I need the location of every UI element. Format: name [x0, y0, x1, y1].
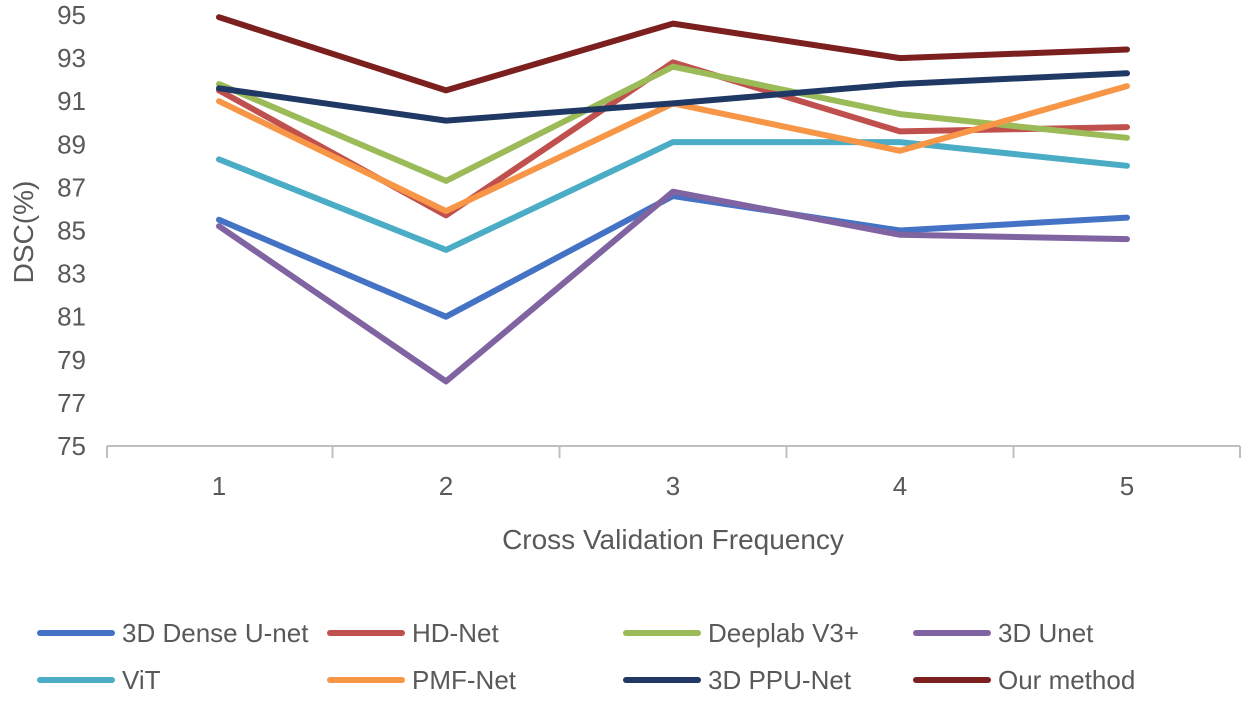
series-line-3d-unet [216, 188, 1130, 385]
legend-item: Our method [913, 665, 1135, 695]
legend-label: Deeplab V3+ [708, 618, 859, 648]
x-tick-label: 1 [212, 471, 226, 501]
series-line-3d-dense-u-net [216, 193, 1130, 320]
y-tick-label: 95 [57, 0, 86, 30]
y-tick-label: 81 [57, 302, 86, 332]
legend-label: 3D Unet [998, 618, 1094, 648]
legend-label: Our method [998, 665, 1135, 695]
legend-label: 3D Dense U-net [122, 618, 309, 648]
y-tick-label: 89 [57, 129, 86, 159]
legend-item: 3D Dense U-net [37, 618, 309, 648]
x-axis: 1 2 3 4 5 [106, 445, 1241, 501]
x-tick-label: 4 [893, 471, 907, 501]
y-tick-label: 75 [57, 431, 86, 461]
y-tick-label: 83 [57, 259, 86, 289]
legend-item: 3D PPU-Net [623, 665, 852, 695]
legend-label: 3D PPU-Net [708, 665, 852, 695]
series-lines [216, 14, 1130, 385]
y-axis-title: DSC(%) [8, 181, 39, 284]
series-line-deeplab-v3- [216, 63, 1130, 184]
x-axis-title: Cross Validation Frequency [502, 524, 844, 555]
legend: 3D Dense U-net HD-Net Deeplab V3+ 3D Unet Vi… [37, 618, 1135, 695]
series-line-3d-ppu-net [216, 70, 1130, 124]
y-tick-label: 87 [57, 172, 86, 202]
legend-item: PMF-Net [327, 665, 517, 695]
y-tick-label: 93 [57, 43, 86, 73]
x-tick-label: 5 [1120, 471, 1134, 501]
y-axis-ticks: 75 77 79 81 83 85 87 89 91 93 95 [57, 0, 86, 461]
x-tick-label: 2 [439, 471, 453, 501]
y-tick-label: 79 [57, 345, 86, 375]
y-tick-label: 91 [57, 86, 86, 116]
legend-label: HD-Net [412, 618, 499, 648]
y-tick-label: 85 [57, 216, 86, 246]
legend-item: ViT [37, 665, 161, 695]
legend-item: HD-Net [327, 618, 499, 648]
series-line-vit [216, 139, 1130, 253]
series-line-our-method [216, 14, 1130, 94]
y-tick-label: 77 [57, 388, 86, 418]
legend-item: 3D Unet [913, 618, 1094, 648]
x-tick-label: 3 [666, 471, 680, 501]
legend-label: ViT [122, 665, 161, 695]
legend-label: PMF-Net [412, 665, 517, 695]
legend-item: Deeplab V3+ [623, 618, 859, 648]
